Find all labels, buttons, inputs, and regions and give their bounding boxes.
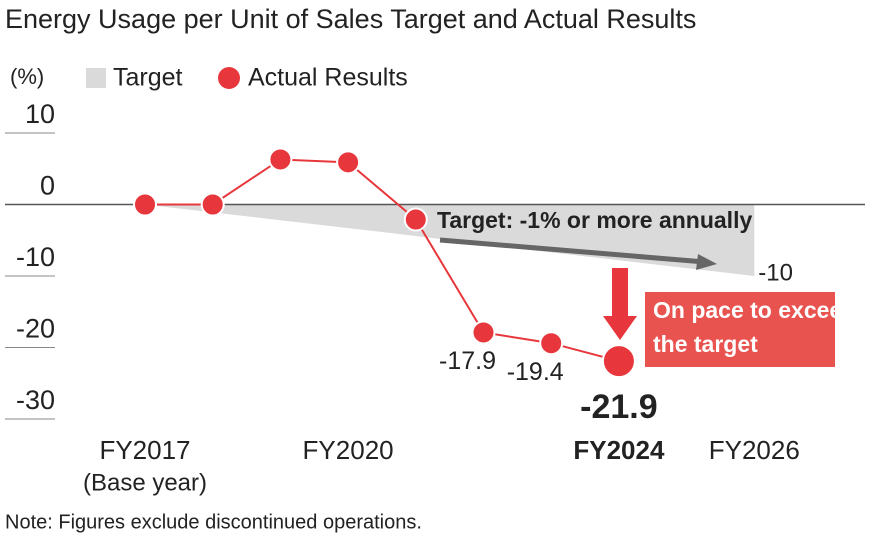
data-label: -21.9 bbox=[580, 388, 658, 426]
data-point bbox=[200, 192, 225, 217]
actual-line bbox=[145, 158, 620, 363]
plot-area: Target Actual Results -10 10 0 -10 -20 -30 Targe… bbox=[5, 64, 865, 496]
y-axis-label: (%) bbox=[10, 64, 44, 89]
data-label: -19.4 bbox=[507, 358, 564, 386]
data-label: -17.9 bbox=[439, 347, 496, 375]
x-tick-label: FY2020 bbox=[303, 435, 394, 465]
y-tick-label: -10 bbox=[16, 242, 55, 272]
data-point bbox=[601, 344, 636, 379]
data-point bbox=[268, 147, 293, 172]
x-tick-label: FY2026 bbox=[709, 435, 800, 465]
target-arrow bbox=[439, 237, 706, 265]
x-sublabel: (Base year) bbox=[83, 469, 207, 496]
x-tick-label: FY2017 bbox=[99, 435, 190, 465]
x-tick-label: FY2024 bbox=[573, 435, 665, 465]
legend-label: Target bbox=[113, 64, 183, 92]
y-tick-label: -20 bbox=[16, 314, 55, 344]
chart-title: Energy Usage per Unit of Sales Target an… bbox=[5, 4, 696, 34]
note: Note: Figures exclude discontinued opera… bbox=[5, 511, 422, 533]
data-point bbox=[539, 331, 564, 356]
data-point bbox=[133, 192, 157, 217]
legend-swatch bbox=[86, 68, 106, 88]
legend-label: Actual Results bbox=[248, 64, 408, 92]
callout-text: the target bbox=[653, 331, 758, 357]
callout-arrow bbox=[612, 268, 628, 318]
callout-box bbox=[645, 292, 835, 367]
y-tick-label: 0 bbox=[40, 171, 55, 201]
target-arrow-head bbox=[696, 254, 717, 270]
callout-text: On pace to exceed bbox=[653, 297, 856, 323]
data-point bbox=[403, 207, 428, 232]
callout-arrow-head bbox=[603, 316, 637, 340]
annotation: Target: -1% or more annually bbox=[437, 207, 752, 233]
data-point bbox=[336, 150, 361, 175]
data-point bbox=[471, 320, 496, 345]
y-tick-label: -30 bbox=[16, 385, 55, 415]
y-tick-label: 10 bbox=[25, 99, 55, 129]
legend-swatch bbox=[218, 67, 240, 89]
data-label: -10 bbox=[758, 259, 793, 286]
